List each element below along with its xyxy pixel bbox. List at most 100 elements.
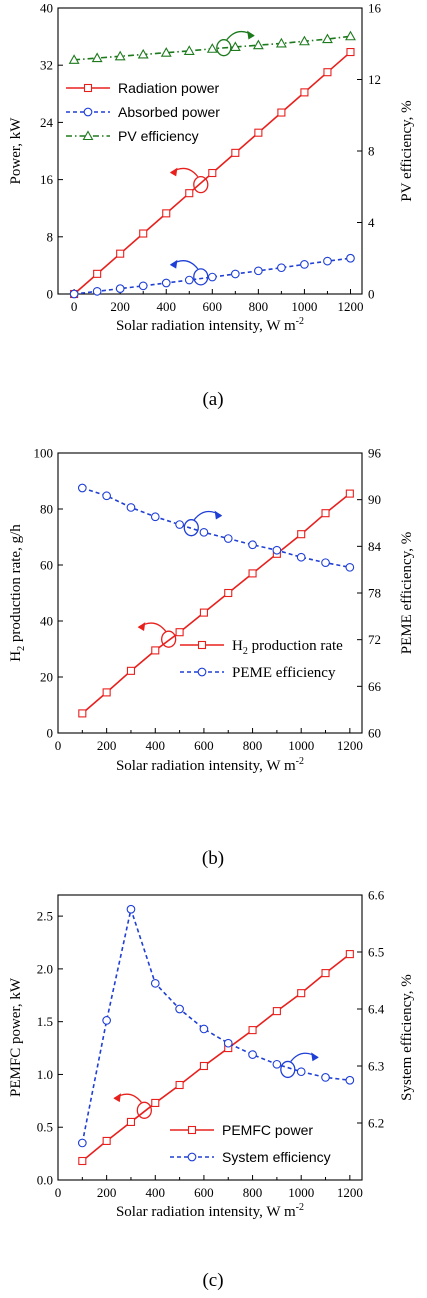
series-2-point [92, 287, 102, 296]
series-2-point [323, 256, 332, 266]
y-axis-label: Power, kW [8, 117, 24, 185]
annotation-arrowhead-2 [214, 510, 223, 520]
legend-label-main: PV efficiency [118, 128, 199, 144]
series-2-point [345, 1075, 355, 1085]
y2-axis-label: PV efficiency, % [399, 100, 415, 201]
x-tick-label: 400 [146, 738, 166, 753]
legend-marker-1 [197, 640, 207, 650]
series-1-point [126, 666, 136, 675]
series-1-point [151, 646, 160, 655]
series-1-point [175, 1080, 184, 1090]
series-1-point [254, 128, 263, 137]
annotation-circle-1 [193, 175, 209, 194]
series-1-point [345, 950, 354, 959]
annotation-arrowhead-1 [113, 1093, 121, 1103]
legend-label-main: PEME efficiency [232, 665, 336, 681]
series-1-point [346, 47, 355, 57]
x-tick-label: 800 [243, 1185, 263, 1200]
series-1-point [248, 569, 257, 578]
x-tick-label: 200 [97, 738, 117, 753]
series-2-point [321, 558, 330, 568]
y-axis-label-sub: 2 [16, 646, 27, 651]
series-2-point [161, 278, 171, 288]
series-2-point [223, 534, 233, 543]
y-tick-label: 40 [40, 1, 53, 16]
y-tick-label: 80 [40, 502, 53, 517]
series-3-point [229, 41, 241, 52]
x-axis-label-sup: -2 [296, 1202, 304, 1213]
series-2-point [248, 540, 257, 550]
legend-label-2: PEME efficiency [232, 665, 336, 681]
y2-tick-label: 8 [368, 144, 375, 159]
annotation-circle-2 [193, 268, 209, 286]
series-2-point [175, 520, 184, 529]
y2-tick-label: 4 [368, 215, 375, 230]
x-tick-label: 1000 [291, 299, 317, 314]
x-axis-label: Solar radiation intensity, W m-2 [116, 1202, 304, 1220]
y2-tick-label: 6.5 [368, 945, 384, 960]
series-2-point [199, 527, 209, 537]
x-axis-label-main: Solar radiation intensity, W m [116, 1204, 296, 1220]
legend-marker-1 [83, 83, 93, 93]
series-1-point [185, 189, 194, 198]
series-1-point [277, 108, 286, 117]
y-tick-label: 8 [47, 229, 54, 244]
legend-label-main: PEMFC power [222, 1122, 313, 1138]
annotation-arrowhead-2 [311, 1052, 319, 1062]
series-3-point [68, 54, 80, 64]
y-tick-label: 1.0 [37, 1067, 53, 1082]
series-1-point [116, 249, 125, 258]
series-3-point [91, 52, 103, 63]
y2-tick-label: 6.4 [368, 1002, 385, 1017]
panel-label: (a) [202, 389, 223, 410]
series-1-point [78, 709, 87, 718]
series-2-point [77, 483, 87, 493]
series-2-point [199, 1024, 209, 1034]
series-2-point [272, 545, 282, 555]
legend-label-sub: 2 [243, 646, 248, 657]
series-2-point [102, 491, 111, 501]
y-tick-label: 0 [47, 726, 54, 741]
series-1-point [231, 148, 240, 157]
series-1-point [297, 989, 306, 998]
y2-tick-label: 6.6 [368, 888, 385, 903]
x-tick-label: 1200 [337, 738, 363, 753]
y2-tick-label: 84 [368, 539, 382, 554]
y2-tick-label: 96 [368, 446, 382, 461]
series-1-point [300, 88, 309, 97]
series-1-point [224, 588, 233, 598]
series-1-point [297, 530, 306, 539]
series-2-point [150, 978, 160, 988]
series-3-point [137, 48, 149, 59]
y2-tick-label: 0 [368, 287, 375, 302]
legend-label-main: H [232, 638, 243, 654]
y-tick-label: 1.5 [37, 1014, 53, 1029]
panel-label: (b) [202, 848, 224, 869]
series-1-point [126, 1117, 136, 1126]
legend-label-rest: production rate [248, 638, 343, 654]
legend-label-2: System efficiency [222, 1149, 331, 1165]
y2-axis-label: PEME efficiency, % [399, 532, 415, 654]
x-axis-label-main: Solar radiation intensity, W m [116, 758, 296, 774]
series-2-point [115, 284, 125, 293]
series-2-point [296, 1067, 306, 1077]
legend-marker-2 [187, 1152, 197, 1162]
x-tick-label: 1200 [337, 1185, 363, 1200]
series-2-point [296, 552, 306, 562]
series-2-point [230, 269, 240, 279]
series-2-point [69, 289, 79, 299]
chart-panel-2: 0 200 400 600 800 1000 1200 0 20 40 60 80 100 60 66 72 7… [8, 446, 415, 870]
y-axis-label-main: PEMFC power, kW [8, 977, 24, 1097]
series-2-point [150, 512, 160, 522]
legend-marker-2 [83, 107, 93, 117]
series-1-point [345, 489, 354, 498]
legend-label-main: System efficiency [222, 1149, 331, 1165]
legend-label-3: PV efficiency [118, 128, 199, 144]
series-line-1 [81, 953, 351, 1162]
series-1-point [208, 168, 217, 178]
series-line-2 [81, 906, 350, 1144]
x-tick-label: 1000 [288, 1185, 314, 1200]
legend-label-1: PEMFC power [222, 1122, 313, 1138]
series-1-point [151, 1098, 160, 1107]
annotation-arrowhead-1 [169, 167, 178, 177]
